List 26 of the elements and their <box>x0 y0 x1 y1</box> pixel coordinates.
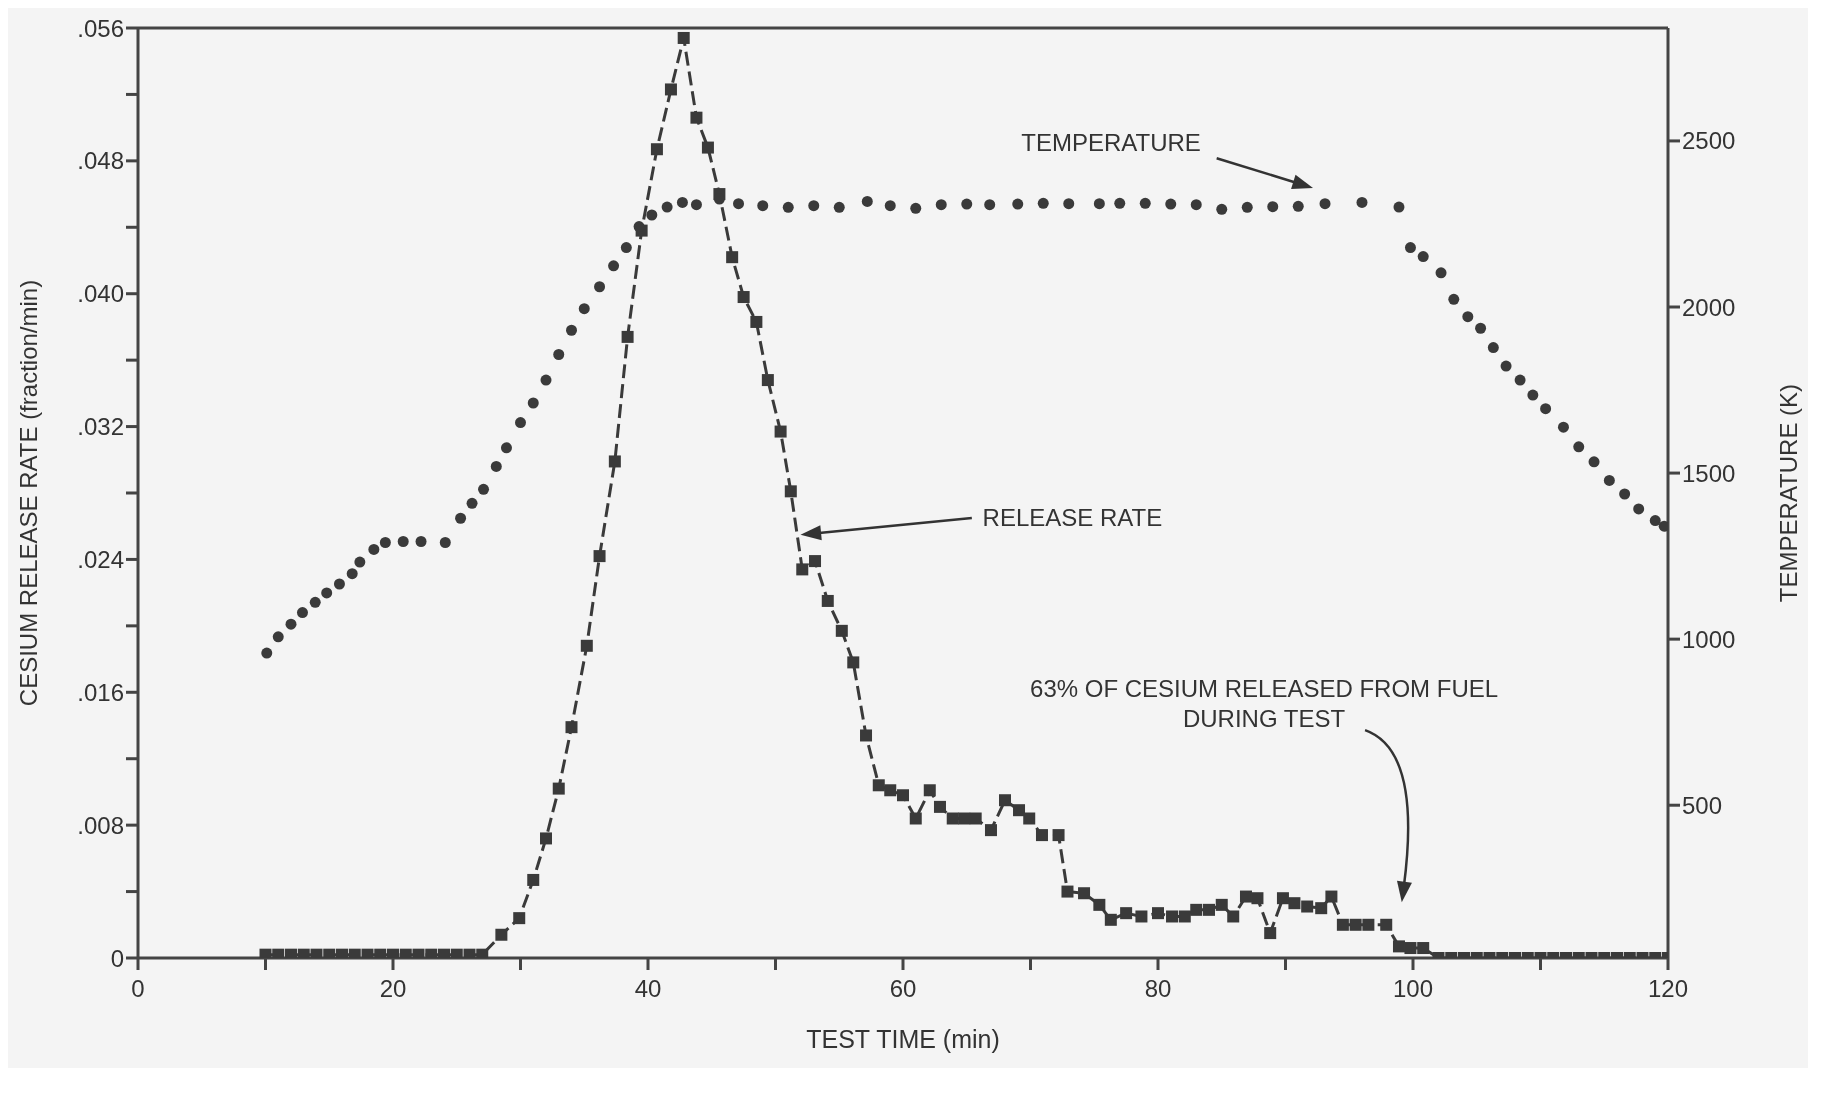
y-tick-label: .024 <box>77 545 124 573</box>
y2-axis-title: TEMPERATURE (K) <box>1774 383 1802 603</box>
y-tick-label: .008 <box>77 811 124 839</box>
x-tick-label: 0 <box>131 975 145 1003</box>
y-tick-label: .056 <box>77 14 124 42</box>
x-tick-label: 60 <box>889 975 917 1003</box>
x-tick-label: 20 <box>379 975 407 1003</box>
x-tick-label: 40 <box>634 975 662 1003</box>
y-tick-label: 0 <box>110 944 124 972</box>
annotation: RELEASE RATE <box>982 503 1163 531</box>
annotation: 63% OF CESIUM RELEASED FROM FUEL DURING TEST <box>1030 674 1499 732</box>
x-tick-label: 100 <box>1392 975 1434 1003</box>
annotation: TEMPERATURE <box>1021 128 1201 156</box>
y-tick-label: .016 <box>77 678 124 706</box>
x-axis-title: TEST TIME (min) <box>806 1025 1000 1053</box>
y2-tick-label: 500 <box>1682 791 1723 819</box>
y2-tick-label: 1000 <box>1682 625 1736 653</box>
x-tick-label: 120 <box>1647 975 1689 1003</box>
y-tick-label: .040 <box>77 280 124 308</box>
y-axis-title: CESIUM RELEASE RATE (fraction/min) <box>14 279 42 707</box>
y2-tick-label: 2000 <box>1682 293 1736 321</box>
y2-tick-label: 2500 <box>1682 127 1736 155</box>
y-tick-label: .048 <box>77 147 124 175</box>
y-tick-label: .032 <box>77 413 124 441</box>
y2-tick-label: 1500 <box>1682 459 1736 487</box>
x-tick-label: 80 <box>1144 975 1172 1003</box>
